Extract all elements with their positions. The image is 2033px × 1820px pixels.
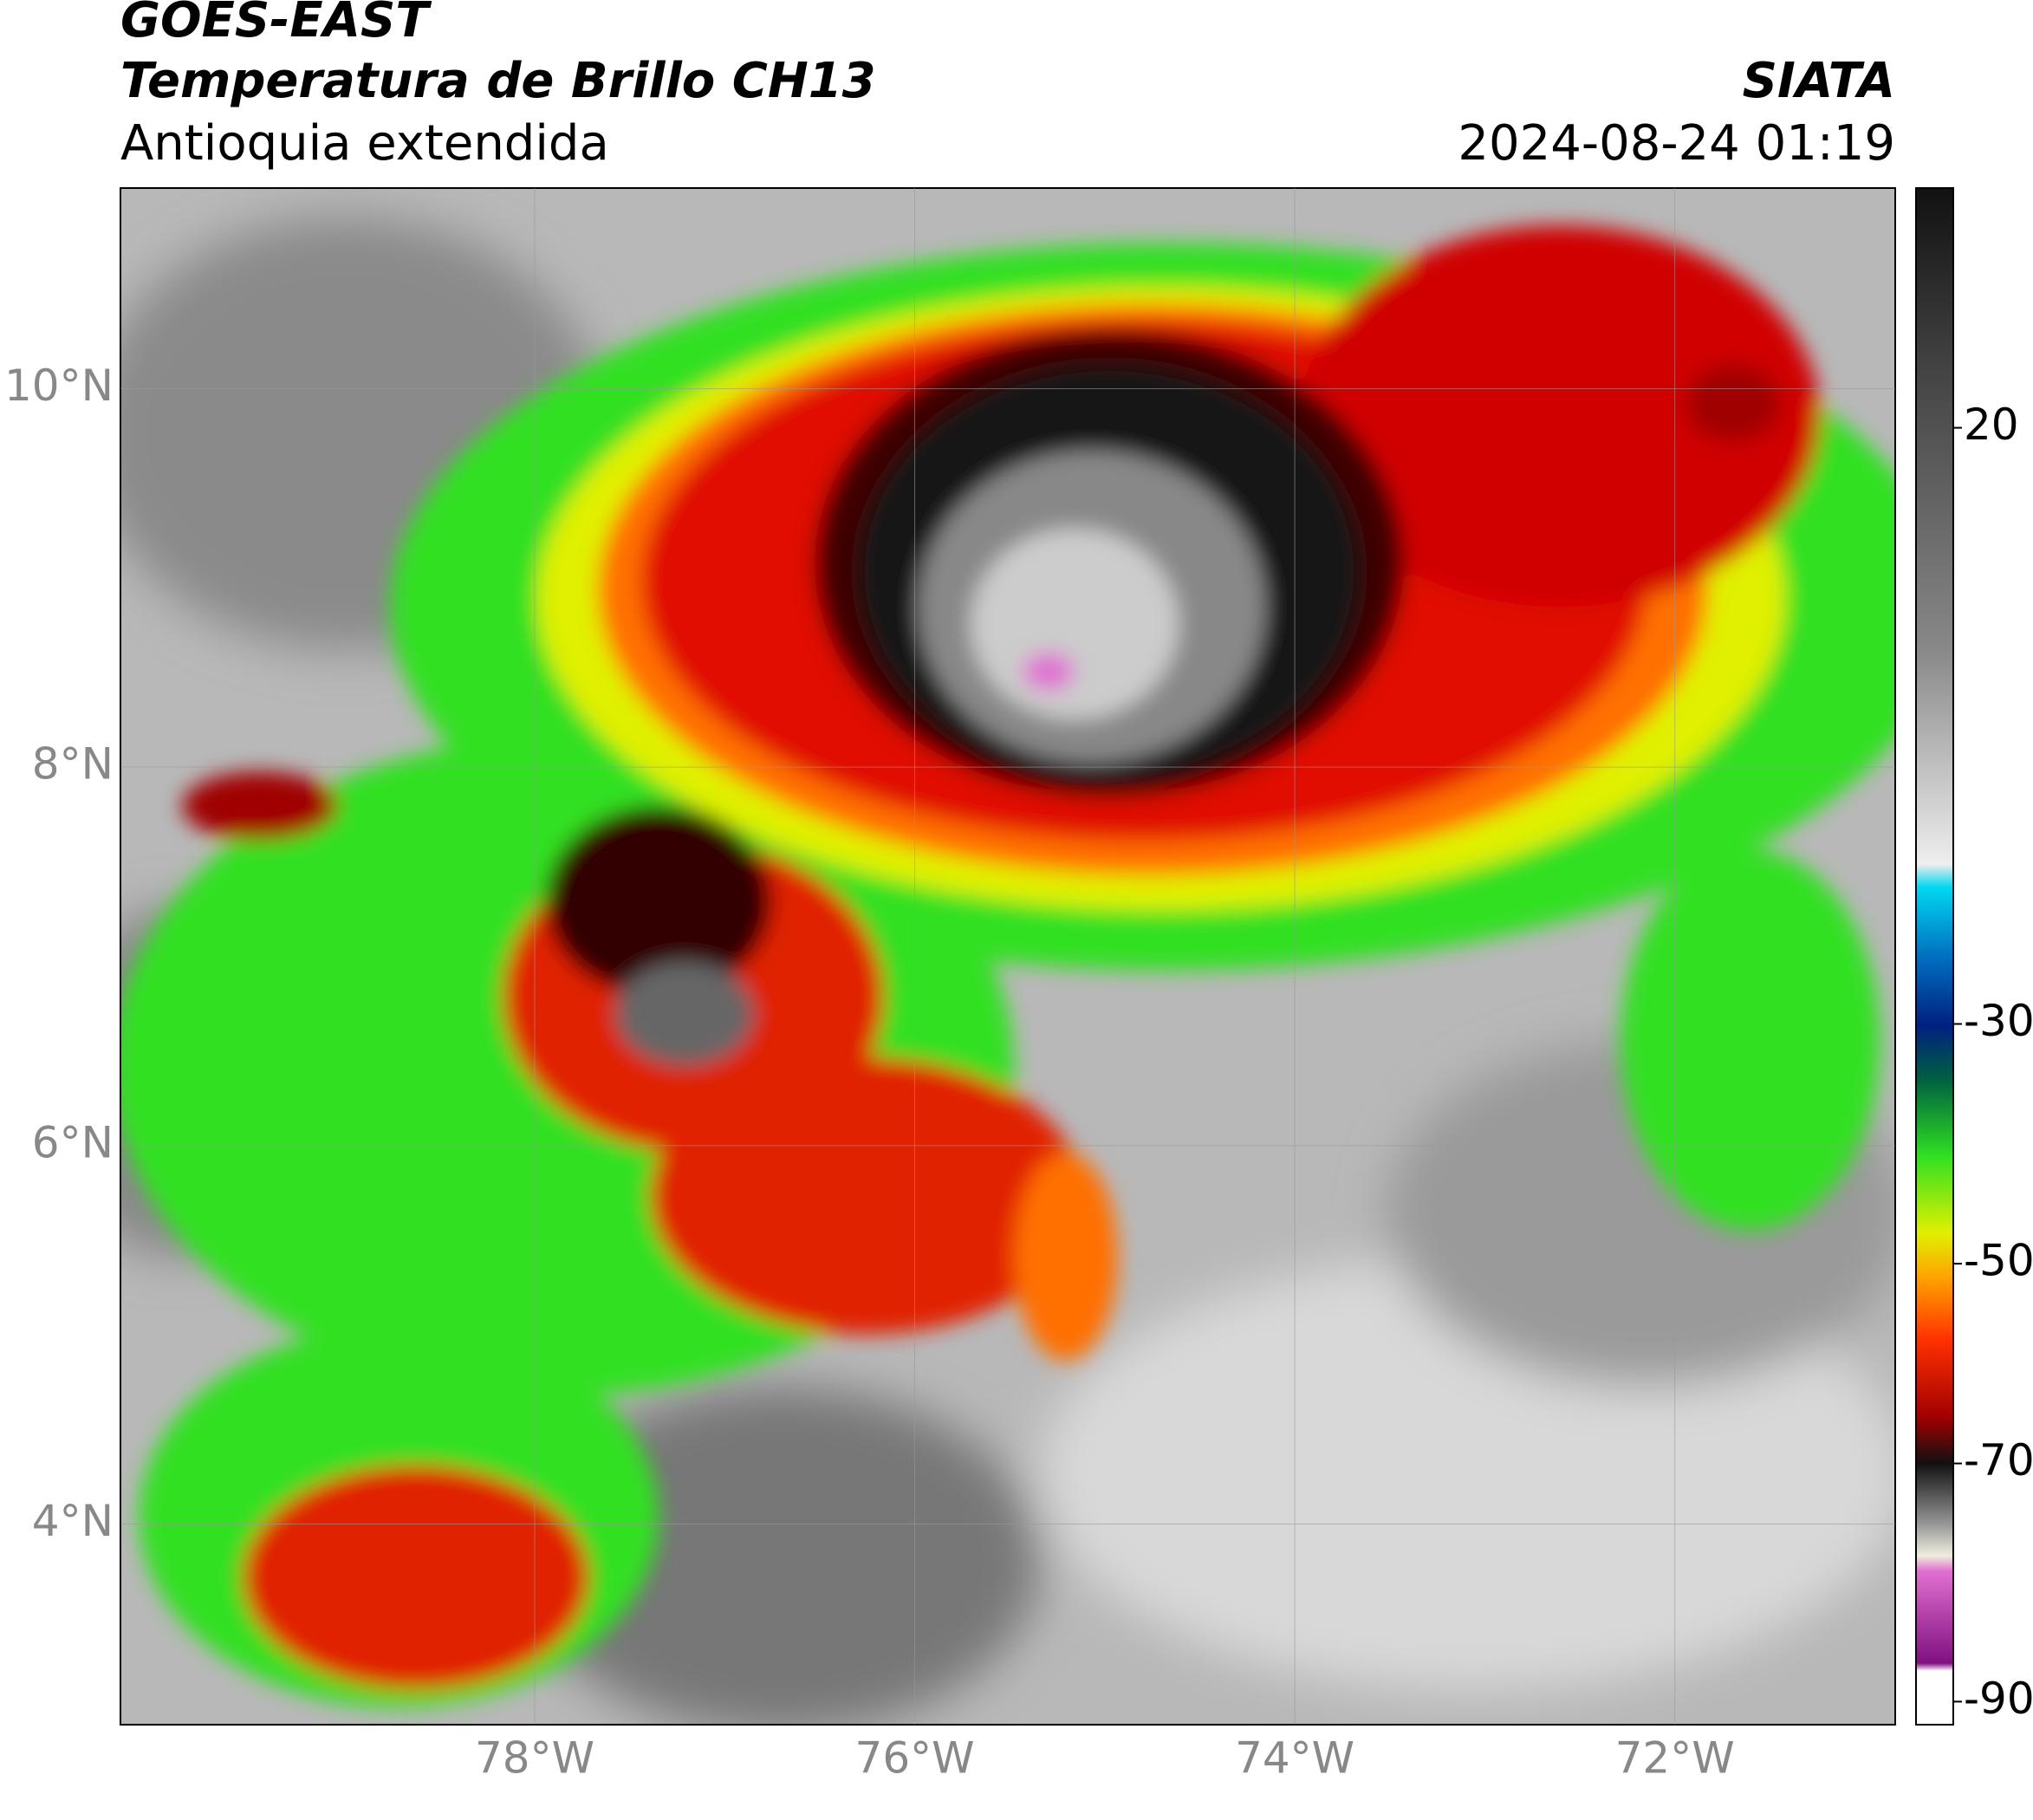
datetime: 2024-08-24 01:19 [1458, 115, 1895, 172]
colorbar-label: -90 [1964, 1674, 2033, 1724]
x-tick-label: 76°W [855, 1733, 975, 1784]
y-tick-label: 4°N [32, 1496, 114, 1546]
subtitle: Temperatura de Brillo CH13 [120, 53, 876, 109]
map-frame [120, 187, 1896, 1726]
y-tick-label: 8°N [32, 739, 114, 790]
x-tick-label: 74°W [1235, 1733, 1354, 1784]
y-tick-label: 10°N [4, 361, 114, 411]
x-tick-label: 78°W [475, 1733, 594, 1784]
region: Antioquia extendida [120, 115, 609, 172]
colorbar-label: -70 [1964, 1435, 2033, 1485]
colorbar-label: 20 [1964, 400, 2019, 450]
colorbar [1915, 187, 1954, 1726]
satellite-image [120, 188, 1895, 1725]
source: SIATA [1743, 53, 1895, 109]
colorbar-label: -30 [1964, 996, 2033, 1046]
x-tick-label: 72°W [1615, 1733, 1735, 1784]
title: GOES-EAST [120, 0, 432, 49]
y-tick-label: 6°N [32, 1117, 114, 1167]
colorbar-label: -50 [1964, 1236, 2033, 1286]
